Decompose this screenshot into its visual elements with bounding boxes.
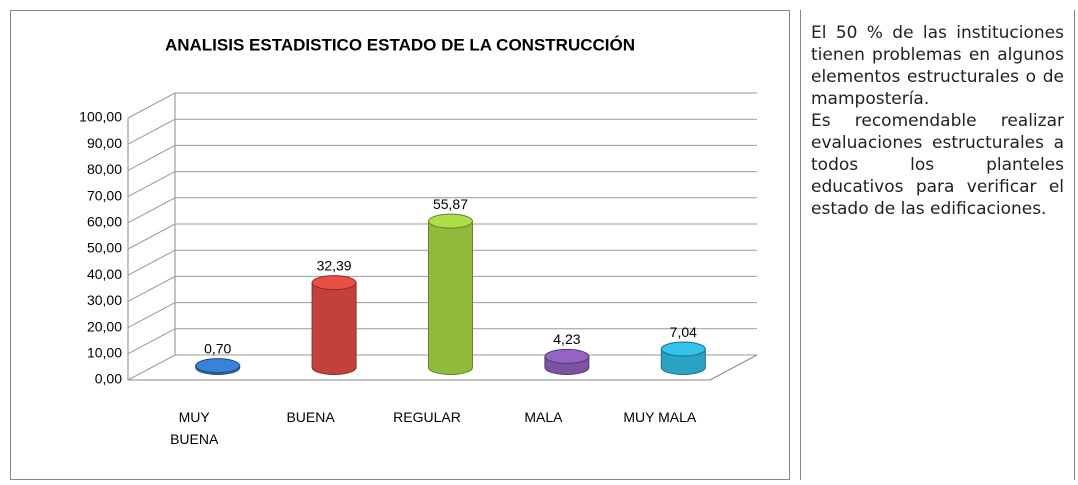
value-label: 7,04 bbox=[670, 324, 697, 340]
grid-line bbox=[127, 171, 757, 198]
value-label: 0,70 bbox=[204, 340, 231, 356]
bar bbox=[428, 220, 473, 375]
x-tick-label: MUY BUENA bbox=[170, 409, 219, 447]
grid-line bbox=[127, 223, 757, 250]
grid-line bbox=[127, 328, 757, 355]
y-tick-label: 10,00 bbox=[87, 345, 122, 361]
grid-line bbox=[127, 144, 757, 171]
chart-area bbox=[10, 10, 790, 480]
value-label: 4,23 bbox=[553, 331, 580, 347]
grid-line bbox=[127, 118, 757, 145]
y-tick-label: 80,00 bbox=[87, 161, 122, 177]
text-box: El 50 % de las instituciones tienen prob… bbox=[800, 10, 1075, 480]
x-tick-label: MALA bbox=[524, 409, 563, 425]
bar-top bbox=[660, 341, 706, 357]
y-tick-label: 50,00 bbox=[87, 240, 122, 256]
y-tick-label: 100,00 bbox=[79, 109, 122, 125]
y-tick-label: 40,00 bbox=[87, 266, 122, 282]
paragraph: El 50 % de las instituciones tienen prob… bbox=[811, 23, 1064, 109]
value-label: 32,39 bbox=[317, 257, 352, 273]
y-tick-label: 20,00 bbox=[87, 318, 122, 334]
bar-top bbox=[428, 213, 473, 229]
bar-top bbox=[195, 358, 241, 374]
grid-line bbox=[127, 249, 757, 276]
back-wall bbox=[127, 93, 758, 381]
bar-top bbox=[544, 348, 590, 364]
chart: ANALISIS ESTADISTICO ESTADO DE LA CONSTR… bbox=[79, 35, 758, 387]
grid-line bbox=[127, 92, 757, 119]
x-tick-label: REGULAR bbox=[393, 409, 461, 425]
bar-top bbox=[311, 275, 357, 291]
paragraph: Es recomendable realizar evaluaciones es… bbox=[811, 111, 1064, 219]
y-tick-label: 70,00 bbox=[87, 187, 122, 203]
y-tick-label: 30,00 bbox=[87, 292, 122, 308]
y-tick-label: 90,00 bbox=[87, 135, 122, 151]
value-label: 55,87 bbox=[433, 196, 468, 212]
x-tick-label: BUENA bbox=[286, 409, 335, 425]
y-tick-label: 0,00 bbox=[95, 371, 122, 387]
grid-line bbox=[127, 302, 757, 329]
chart-title: ANALISIS ESTADISTICO ESTADO DE LA CONSTR… bbox=[165, 35, 635, 54]
y-tick-label: 60,00 bbox=[87, 214, 122, 230]
x-tick-label: MUY MALA bbox=[623, 409, 697, 425]
grid-line bbox=[127, 275, 757, 302]
bar bbox=[311, 282, 357, 375]
grid-line bbox=[127, 197, 757, 224]
